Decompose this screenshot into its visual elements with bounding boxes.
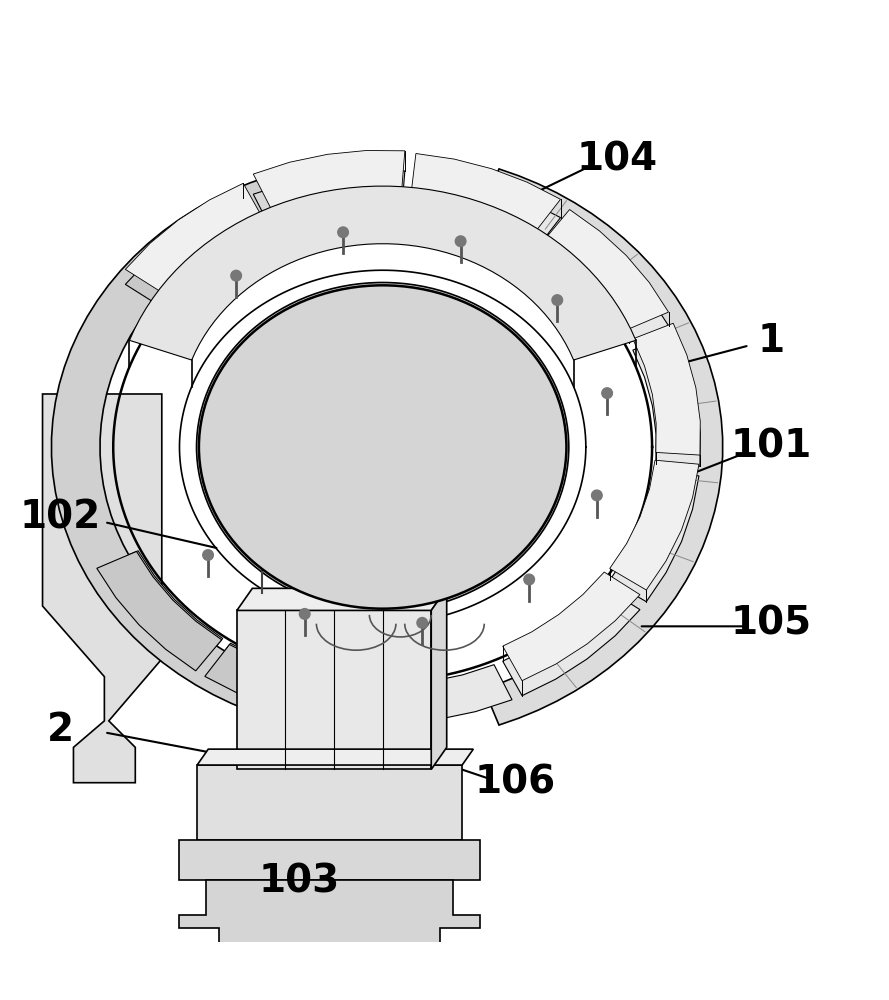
- Polygon shape: [633, 323, 701, 455]
- Polygon shape: [236, 610, 431, 769]
- Polygon shape: [412, 172, 560, 249]
- Circle shape: [455, 236, 466, 247]
- Polygon shape: [610, 460, 699, 590]
- Polygon shape: [180, 880, 480, 955]
- Text: 103: 103: [258, 863, 340, 901]
- Text: 104: 104: [576, 141, 657, 179]
- Polygon shape: [253, 171, 404, 229]
- Circle shape: [417, 618, 428, 628]
- Polygon shape: [610, 472, 699, 602]
- Polygon shape: [502, 587, 640, 696]
- Text: 1: 1: [757, 322, 785, 360]
- Polygon shape: [197, 749, 473, 765]
- Polygon shape: [253, 151, 404, 209]
- Polygon shape: [412, 154, 560, 231]
- Circle shape: [231, 270, 242, 281]
- Polygon shape: [180, 840, 480, 880]
- Circle shape: [338, 227, 348, 238]
- Text: 106: 106: [475, 764, 556, 802]
- Text: 105: 105: [731, 605, 812, 643]
- Polygon shape: [43, 394, 162, 783]
- Polygon shape: [97, 551, 221, 671]
- Circle shape: [524, 574, 534, 585]
- Polygon shape: [130, 186, 636, 360]
- Polygon shape: [125, 198, 262, 307]
- Polygon shape: [52, 176, 286, 718]
- Ellipse shape: [199, 285, 566, 609]
- Polygon shape: [502, 572, 640, 681]
- Polygon shape: [197, 765, 462, 840]
- Circle shape: [300, 609, 310, 619]
- Polygon shape: [205, 643, 354, 721]
- Polygon shape: [544, 223, 669, 343]
- Polygon shape: [127, 200, 263, 308]
- Circle shape: [602, 388, 613, 398]
- Polygon shape: [431, 588, 446, 769]
- Text: 102: 102: [20, 499, 100, 537]
- Polygon shape: [484, 169, 723, 725]
- Ellipse shape: [196, 282, 569, 611]
- Text: 2: 2: [46, 711, 74, 749]
- Circle shape: [591, 490, 602, 501]
- Circle shape: [203, 550, 213, 560]
- Polygon shape: [360, 665, 512, 723]
- Polygon shape: [125, 183, 262, 292]
- Polygon shape: [99, 551, 223, 670]
- Polygon shape: [633, 334, 701, 466]
- Text: 101: 101: [731, 428, 812, 466]
- Polygon shape: [204, 645, 354, 722]
- Polygon shape: [236, 588, 446, 610]
- Polygon shape: [544, 210, 669, 329]
- Circle shape: [552, 295, 563, 305]
